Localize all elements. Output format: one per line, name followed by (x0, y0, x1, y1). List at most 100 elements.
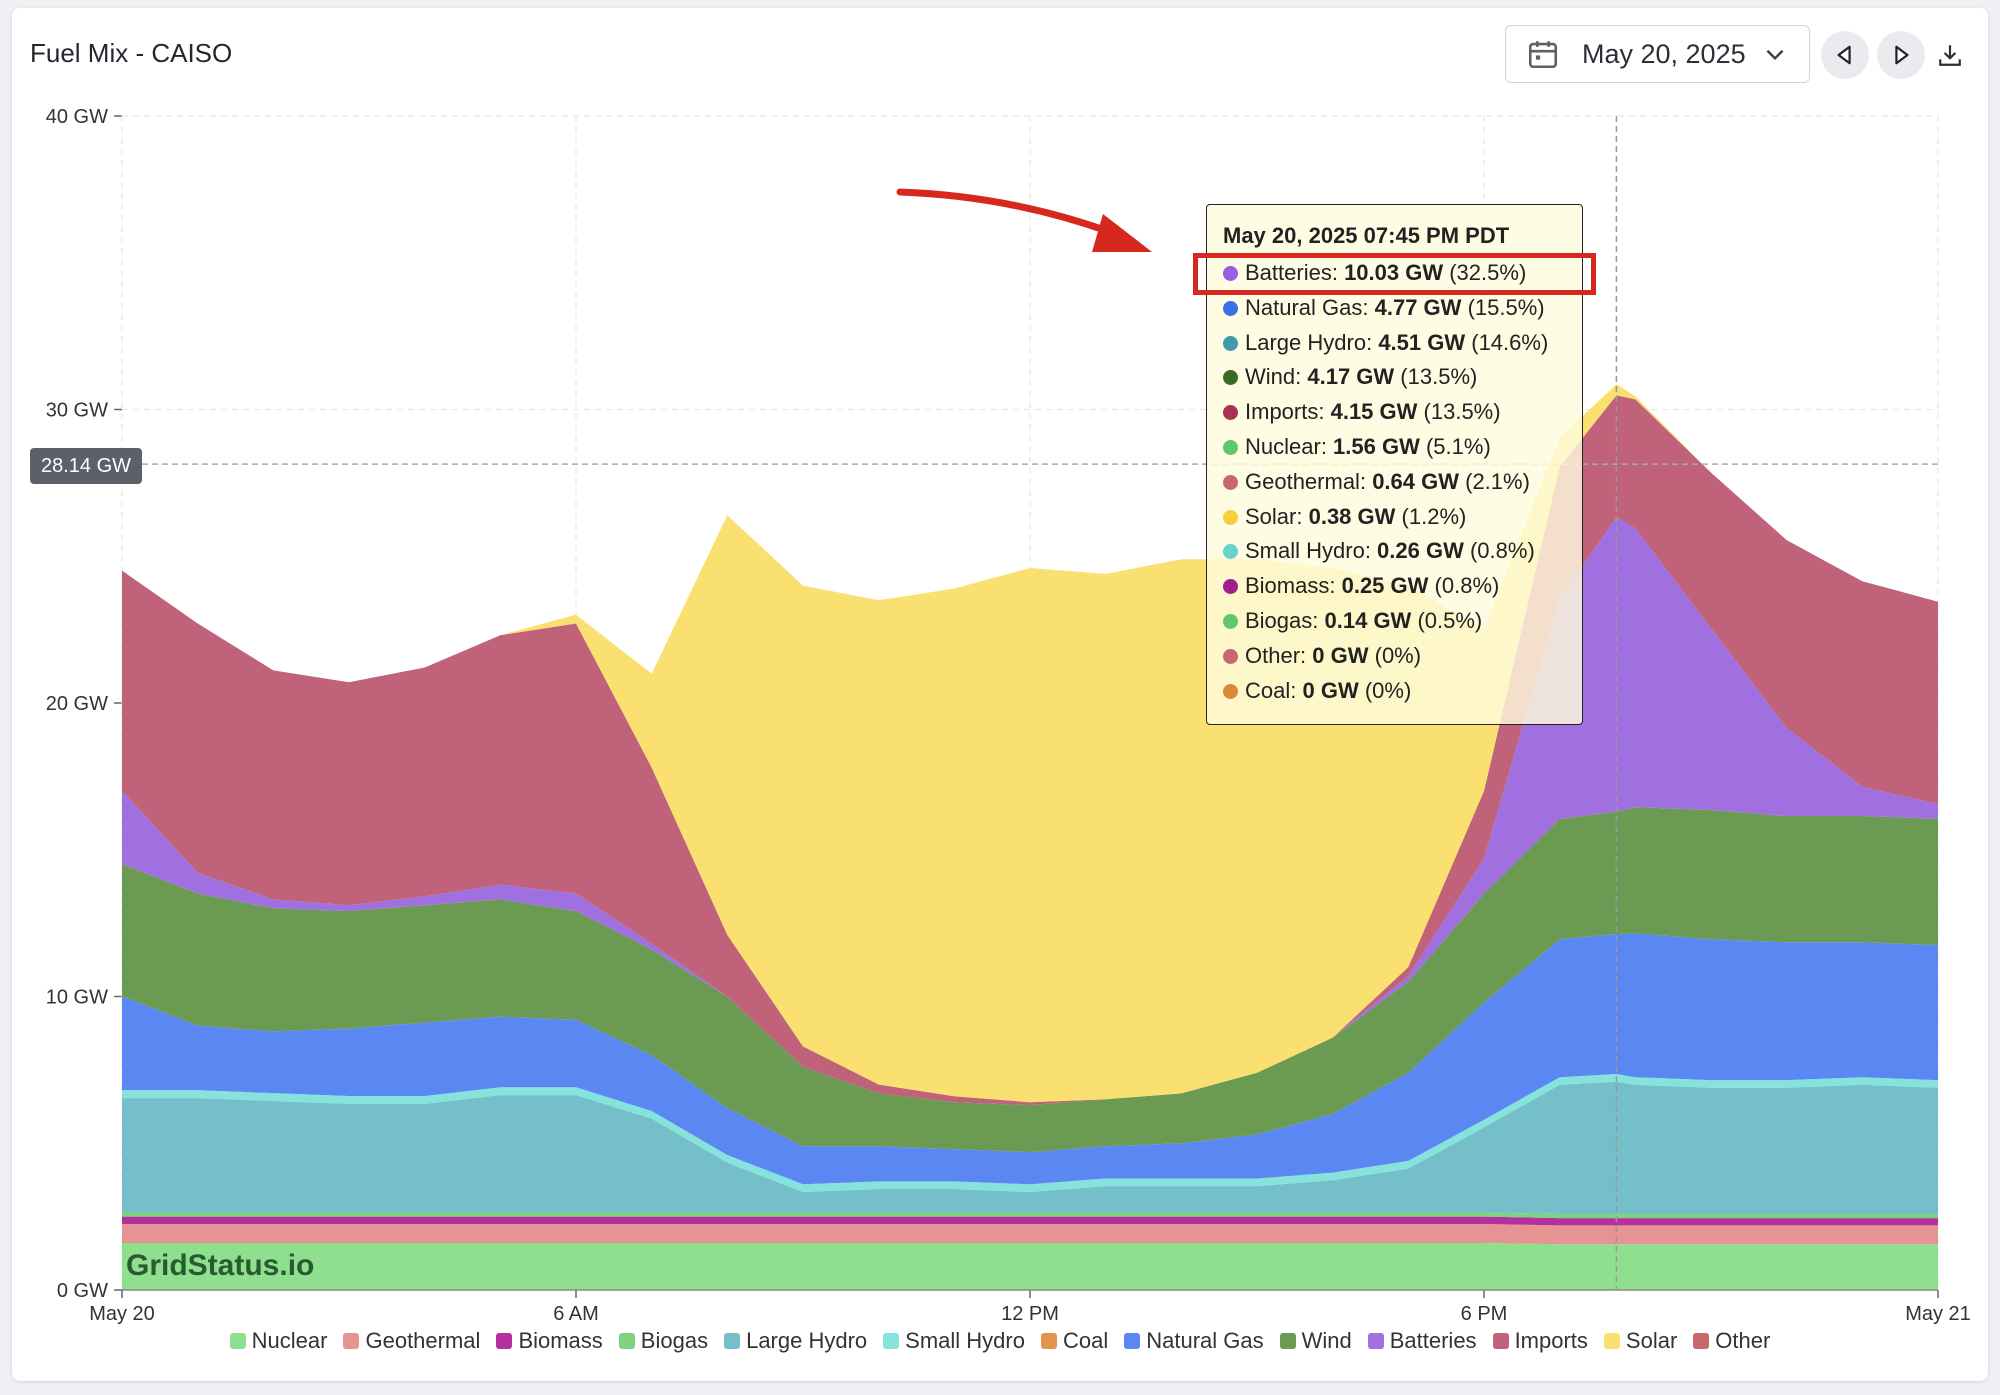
tooltip-series-percent: (15.5%) (1467, 294, 1545, 320)
tooltip-series-percent: (14.6%) (1471, 329, 1549, 355)
legend-label: Nuclear (251, 1328, 328, 1353)
legend-swatch (343, 1333, 360, 1349)
tooltip-row: Natural Gas: 4.77 GW (15.5%) (1223, 291, 1582, 326)
legend-swatch (1367, 1333, 1384, 1349)
download-button[interactable] (1934, 38, 1966, 72)
tooltip-separator: : (1312, 607, 1325, 633)
tooltip-series-name: Natural Gas (1245, 294, 1363, 320)
tooltip-row: Geothermal: 0.64 GW (2.1%) (1223, 465, 1582, 500)
tooltip-series-value: 0.38 GW (1308, 503, 1396, 529)
triangle-left-icon (1837, 45, 1851, 65)
tooltip-series-value: 4.15 GW (1330, 399, 1418, 425)
chart-legend: Nuclear Geothermal Biomass Biogas Large Hydr… (0, 1328, 2000, 1354)
tooltip-separator: : (1329, 573, 1342, 599)
chart-title: Fuel Mix - CAISO (30, 38, 233, 68)
y-tick-label: 30 GW (46, 400, 108, 422)
highlight-box (1193, 253, 1596, 295)
tooltip-separator: : (1359, 468, 1373, 494)
tooltip-series-value: 0 GW (1302, 677, 1359, 703)
legend-item-other[interactable]: Other (1693, 1328, 1770, 1354)
series-dot-icon (1223, 474, 1238, 490)
legend-swatch (1492, 1333, 1509, 1349)
tooltip-separator: : (1295, 364, 1308, 390)
legend-label: Imports (1514, 1328, 1588, 1353)
legend-swatch (1279, 1333, 1296, 1349)
legend-item-biomass[interactable]: Biomass (496, 1328, 603, 1354)
series-dot-icon (1223, 509, 1238, 525)
tooltip-series-percent: (1.2%) (1401, 503, 1467, 529)
tooltip-series-name: Imports (1245, 399, 1319, 425)
tooltip-separator: : (1362, 294, 1375, 320)
tooltip-series-percent: (13.5%) (1423, 399, 1501, 425)
legend-swatch (1603, 1333, 1620, 1349)
tooltip-series-value: 10.03 GW (1344, 260, 1444, 285)
series-dot-icon (1223, 613, 1238, 629)
next-day-button[interactable] (1877, 31, 1925, 79)
legend-item-geothermal[interactable]: Geothermal (343, 1328, 480, 1354)
legend-item-solar[interactable]: Solar (1603, 1328, 1677, 1354)
series-dot-icon (1223, 335, 1238, 351)
series-dot-icon (1223, 266, 1238, 281)
tooltip-series-name: Large Hydro (1245, 329, 1367, 355)
legend-label: Biomass (518, 1328, 603, 1353)
x-tick-label: 6 AM (553, 1303, 599, 1325)
tooltip-rows: Batteries: 10.03 GW (32.5%) Natural Gas: … (1223, 256, 1582, 708)
tooltip-series-name: Other (1245, 642, 1301, 668)
tooltip-row: Imports: 4.15 GW (13.5%) (1223, 395, 1582, 430)
legend-item-large-hydro[interactable]: Large Hydro (724, 1328, 867, 1354)
tooltip-separator: : (1318, 399, 1331, 425)
legend-label: Geothermal (365, 1328, 481, 1353)
tooltip-series-name: Wind (1245, 364, 1296, 390)
legend-swatch (618, 1333, 635, 1349)
legend-swatch (1040, 1333, 1057, 1349)
legend-swatch (883, 1333, 900, 1349)
legend-swatch (1124, 1333, 1141, 1349)
tooltip-series-percent: (0.5%) (1417, 607, 1483, 633)
legend-item-coal[interactable]: Coal (1040, 1328, 1108, 1354)
series-dot-icon (1223, 439, 1238, 455)
y-tick-label: 10 GW (46, 987, 108, 1009)
legend-item-biogas[interactable]: Biogas (618, 1328, 708, 1354)
tooltip-row: Solar: 0.38 GW (1.2%) (1223, 500, 1582, 535)
series-dot-icon (1223, 300, 1238, 316)
tooltip-series-percent: (0%) (1364, 677, 1412, 703)
tooltip-series-percent: (0.8%) (1434, 573, 1500, 599)
previous-day-button[interactable] (1821, 31, 1869, 79)
tooltip-row: Biomass: 0.25 GW (0.8%) (1223, 569, 1582, 604)
tooltip-series-value: 4.17 GW (1307, 364, 1395, 390)
area-natural-gas (122, 933, 1938, 1185)
tooltip-row: Nuclear: 1.56 GW (5.1%) (1223, 430, 1582, 465)
area-batteries (122, 517, 1938, 1106)
tooltip-separator: : (1300, 642, 1313, 668)
date-picker-value: May 20, 2025 (1582, 38, 1746, 69)
y-tick-label: 0 GW (57, 1280, 108, 1302)
legend-swatch (724, 1333, 741, 1349)
tooltip-series-value: 0 GW (1312, 642, 1369, 668)
legend-item-natural-gas[interactable]: Natural Gas (1124, 1328, 1264, 1354)
legend-item-small-hydro[interactable]: Small Hydro (883, 1328, 1025, 1354)
legend-swatch (1693, 1333, 1710, 1349)
tooltip-series-value: 4.51 GW (1378, 329, 1466, 355)
legend-item-batteries[interactable]: Batteries (1367, 1328, 1477, 1354)
tooltip-series-value: 1.56 GW (1333, 433, 1420, 459)
series-dot-icon (1223, 648, 1238, 664)
legend-item-nuclear[interactable]: Nuclear (229, 1328, 328, 1354)
tooltip-row: Small Hydro: 0.26 GW (0.8%) (1223, 534, 1582, 569)
area-nuclear (122, 1243, 1938, 1290)
area-biogas (122, 1212, 1938, 1219)
series-dot-icon (1223, 579, 1238, 595)
tooltip-series-value: 0.14 GW (1324, 607, 1412, 633)
date-picker[interactable]: May 20, 2025 (1505, 25, 1810, 83)
y-tick-label: 40 GW (46, 106, 108, 128)
legend-item-imports[interactable]: Imports (1492, 1328, 1588, 1354)
watermark-logo: GridStatus.io (126, 1249, 315, 1282)
tooltip-series-percent: (5.1%) (1425, 433, 1491, 459)
tooltip-separator: : (1320, 433, 1334, 459)
tooltip-series-name: Geothermal (1245, 468, 1360, 494)
tooltip-row: Batteries: 10.03 GW (32.5%) (1223, 256, 1582, 291)
tooltip-separator: : (1366, 329, 1379, 355)
legend-item-wind[interactable]: Wind (1279, 1328, 1352, 1354)
tooltip-series-name: Small Hydro (1245, 538, 1365, 564)
tooltip-separator: : (1296, 503, 1309, 529)
